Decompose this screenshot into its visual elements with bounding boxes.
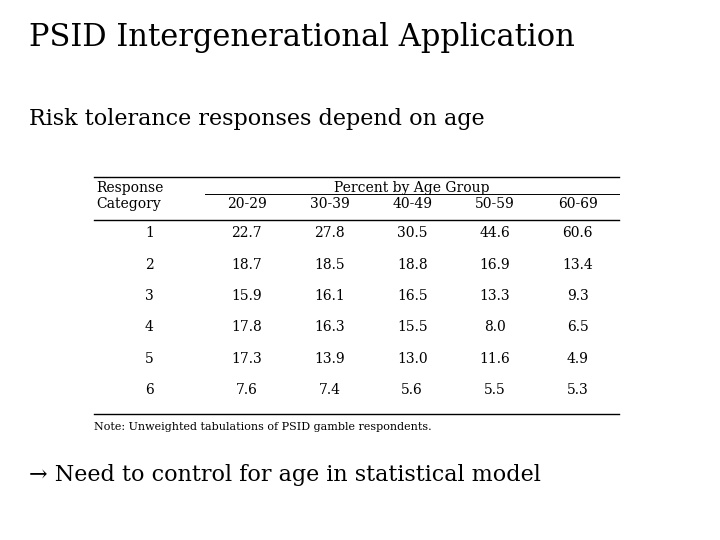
Text: 13.0: 13.0: [397, 352, 428, 366]
Text: PSID Intergenerational Application: PSID Intergenerational Application: [29, 22, 575, 52]
Text: Percent by Age Group: Percent by Age Group: [335, 181, 490, 195]
Text: 4.9: 4.9: [567, 352, 589, 366]
Text: 15.9: 15.9: [231, 289, 262, 303]
Text: 8.0: 8.0: [484, 320, 506, 334]
Text: Note: Unweighted tabulations of PSID gamble respondents.: Note: Unweighted tabulations of PSID gam…: [94, 422, 431, 433]
Text: 27.8: 27.8: [314, 226, 345, 240]
Text: 9.3: 9.3: [567, 289, 589, 303]
Text: Response: Response: [96, 181, 164, 195]
Text: 6.5: 6.5: [567, 320, 589, 334]
Text: 2: 2: [145, 258, 154, 272]
Text: 18.5: 18.5: [314, 258, 345, 272]
Text: 7.6: 7.6: [235, 383, 258, 397]
Text: 15.5: 15.5: [397, 320, 428, 334]
Text: 3: 3: [145, 289, 154, 303]
Text: 5.6: 5.6: [401, 383, 423, 397]
Text: 16.1: 16.1: [314, 289, 345, 303]
Text: 50-59: 50-59: [475, 197, 515, 211]
Text: → Need to control for age in statistical model: → Need to control for age in statistical…: [29, 464, 541, 487]
Text: 18.8: 18.8: [397, 258, 428, 272]
Text: 5: 5: [145, 352, 154, 366]
Text: 22.7: 22.7: [231, 226, 262, 240]
Text: 16.9: 16.9: [480, 258, 510, 272]
Text: 16.5: 16.5: [397, 289, 428, 303]
Text: 11.6: 11.6: [480, 352, 510, 366]
Text: 5.3: 5.3: [567, 383, 589, 397]
Text: 30-39: 30-39: [310, 197, 349, 211]
Text: 17.3: 17.3: [231, 352, 262, 366]
Text: Risk tolerance responses depend on age: Risk tolerance responses depend on age: [29, 108, 485, 130]
Text: 16.3: 16.3: [314, 320, 345, 334]
Text: 17.8: 17.8: [231, 320, 262, 334]
Text: Category: Category: [96, 197, 161, 211]
Text: 5.5: 5.5: [484, 383, 506, 397]
Text: 13.9: 13.9: [314, 352, 345, 366]
Text: 7.4: 7.4: [318, 383, 341, 397]
Text: 20-29: 20-29: [227, 197, 266, 211]
Text: 4: 4: [145, 320, 154, 334]
Text: 60.6: 60.6: [562, 226, 593, 240]
Text: 18.7: 18.7: [231, 258, 262, 272]
Text: 30.5: 30.5: [397, 226, 428, 240]
Text: 13.3: 13.3: [480, 289, 510, 303]
Text: 1: 1: [145, 226, 154, 240]
Text: 40-49: 40-49: [392, 197, 432, 211]
Text: 44.6: 44.6: [480, 226, 510, 240]
Text: 13.4: 13.4: [562, 258, 593, 272]
Text: 60-69: 60-69: [558, 197, 598, 211]
Text: 6: 6: [145, 383, 154, 397]
